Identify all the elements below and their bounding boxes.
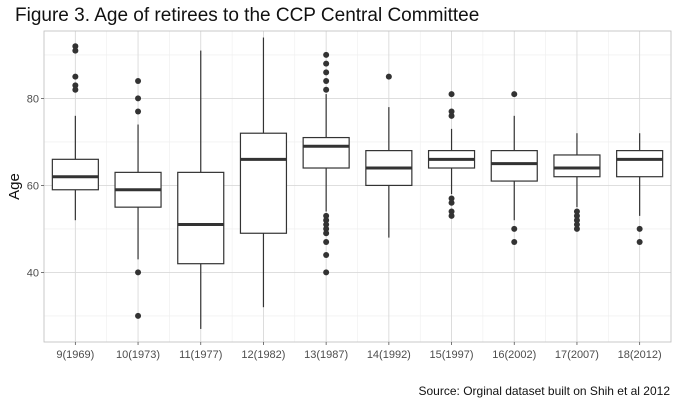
x-tick-label: 16(2002) bbox=[492, 349, 536, 361]
outlier-point bbox=[323, 51, 330, 58]
outlier-point bbox=[448, 91, 455, 98]
outlier-point bbox=[448, 212, 455, 219]
outlier-point bbox=[573, 208, 580, 215]
box-layer bbox=[51, 37, 664, 329]
outlier-point bbox=[72, 47, 79, 54]
chart-title: Figure 3. Age of retirees to the CCP Cen… bbox=[15, 5, 480, 26]
box-group bbox=[616, 133, 664, 245]
outlier-point bbox=[511, 91, 518, 98]
box-group bbox=[114, 78, 162, 319]
outlier-point bbox=[323, 78, 330, 85]
outlier-point bbox=[72, 86, 79, 93]
box-iqr bbox=[51, 158, 99, 191]
outlier-point bbox=[448, 112, 455, 119]
box-iqr bbox=[239, 132, 288, 234]
x-tick-label: 18(2012) bbox=[618, 349, 662, 361]
outlier-point bbox=[511, 238, 518, 245]
box-group bbox=[177, 50, 225, 329]
box-iqr bbox=[490, 150, 538, 182]
box-group bbox=[239, 37, 288, 308]
box-group bbox=[365, 73, 413, 238]
outlier-point bbox=[323, 217, 330, 224]
outlier-point bbox=[323, 69, 330, 76]
x-tick-label: 14(1992) bbox=[367, 349, 411, 361]
outlier-point bbox=[135, 108, 142, 115]
y-tick-label: 40 bbox=[27, 267, 39, 279]
outlier-point bbox=[448, 208, 455, 215]
chart-caption: Source: Orginal dataset built on Shih et… bbox=[418, 384, 671, 398]
x-tick-label: 11(1977) bbox=[179, 349, 222, 361]
x-tick-label: 10(1973) bbox=[116, 349, 160, 361]
outlier-point bbox=[323, 86, 330, 93]
outlier-point bbox=[636, 238, 643, 245]
outlier-point bbox=[323, 269, 330, 276]
outlier-point bbox=[448, 108, 455, 115]
box-group bbox=[427, 91, 476, 219]
outlier-point bbox=[72, 73, 79, 80]
outlier-point bbox=[72, 82, 79, 89]
box-group bbox=[490, 91, 538, 245]
outlier-point bbox=[323, 60, 330, 67]
x-tick-label: 9(1969) bbox=[56, 349, 94, 361]
box-group bbox=[51, 43, 99, 221]
outlier-point bbox=[135, 95, 142, 102]
outlier-point bbox=[385, 73, 392, 80]
outlier-point bbox=[323, 225, 330, 232]
outlier-point bbox=[323, 238, 330, 245]
outlier-point bbox=[448, 195, 455, 202]
y-tick-label: 60 bbox=[27, 180, 39, 192]
x-tick-label: 17(2007) bbox=[555, 349, 599, 361]
y-axis-title: Age bbox=[6, 173, 23, 200]
outlier-point bbox=[323, 212, 330, 219]
outlier-point bbox=[135, 269, 142, 276]
box-iqr bbox=[616, 150, 664, 178]
outlier-point bbox=[573, 217, 580, 224]
outlier-point bbox=[323, 230, 330, 237]
box-group bbox=[553, 133, 601, 232]
outlier-point bbox=[323, 221, 330, 228]
outlier-point bbox=[448, 199, 455, 206]
panel-border bbox=[43, 30, 672, 343]
x-tick-label: 12(1982) bbox=[241, 349, 285, 361]
outlier-point bbox=[636, 225, 643, 232]
axis-layer: 40 60 80 9(1969) 10(1973) 11(1977) 12(1982) 13(… bbox=[6, 93, 662, 361]
box-iqr bbox=[302, 136, 350, 169]
outlier-point bbox=[573, 212, 580, 219]
box-group bbox=[302, 51, 350, 276]
outlier-point bbox=[573, 221, 580, 228]
x-tick-label: 13(1987) bbox=[304, 349, 348, 361]
outlier-point bbox=[573, 225, 580, 232]
outlier-point bbox=[135, 312, 142, 319]
x-tick-label: 15(1997) bbox=[430, 349, 474, 361]
outlier-point bbox=[323, 252, 330, 259]
outlier-point bbox=[511, 225, 518, 232]
outlier-point bbox=[135, 78, 142, 85]
box-iqr bbox=[553, 154, 601, 178]
y-tick-label: 80 bbox=[27, 93, 39, 105]
box-iqr bbox=[177, 171, 225, 265]
outlier-point bbox=[72, 43, 79, 50]
